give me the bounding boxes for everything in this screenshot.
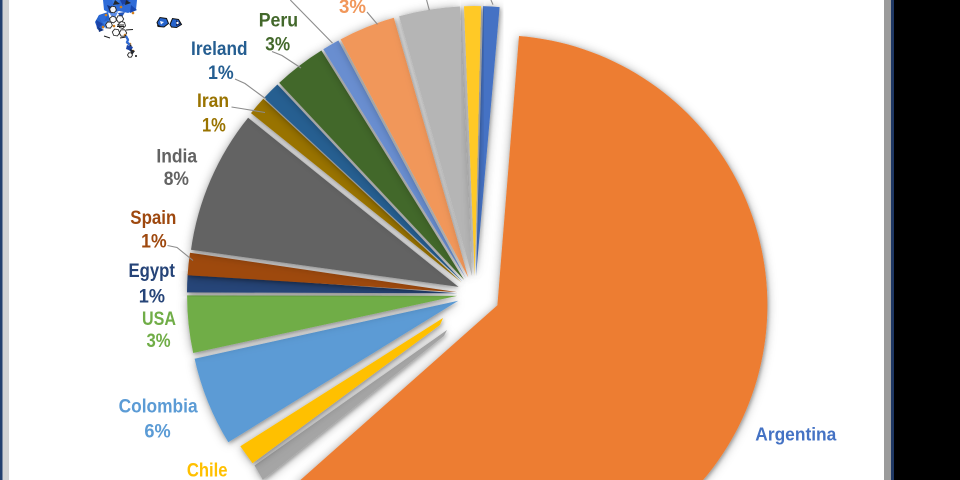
svg-text:3%: 3% (265, 33, 290, 55)
svg-text:Spain: Spain (130, 207, 176, 229)
svg-text:1%: 1% (208, 62, 234, 84)
svg-text:Chile: Chile (187, 459, 228, 480)
svg-text:3%: 3% (339, 0, 366, 18)
svg-text:Argentina: Argentina (755, 424, 837, 445)
svg-text:India: India (156, 145, 198, 167)
svg-text:Colombia: Colombia (119, 396, 199, 418)
svg-text:Egypt: Egypt (129, 260, 176, 282)
svg-text:6%: 6% (144, 421, 170, 443)
svg-text:Ireland: Ireland (191, 38, 248, 60)
svg-text:Iran: Iran (197, 90, 229, 112)
svg-text:USA: USA (142, 308, 176, 330)
svg-text:8%: 8% (164, 168, 189, 190)
svg-text:3%: 3% (146, 330, 170, 352)
svg-text:Peru: Peru (259, 10, 298, 32)
svg-text:1%: 1% (141, 230, 167, 252)
svg-text:1%: 1% (202, 114, 226, 136)
svg-text:1%: 1% (139, 286, 165, 308)
